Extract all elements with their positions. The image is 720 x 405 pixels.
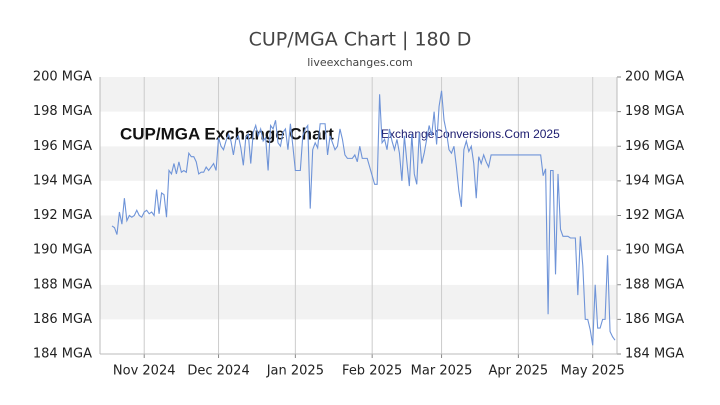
y-tick-label: 196 MGA: [33, 139, 92, 154]
watermark: CUP/MGA Exchange Chart: [120, 124, 334, 143]
grid-band: [100, 111, 617, 147]
y2-tick-label: 196 MGA: [625, 139, 684, 154]
grid-band: [100, 215, 617, 251]
x-tick-label: Nov 2024: [113, 364, 176, 379]
x-tick-label: Feb 2025: [342, 364, 402, 379]
chart-subtitle: liveexchanges.com: [307, 56, 412, 69]
y2-tick-label: 186 MGA: [625, 312, 684, 327]
y-tick-label: 184 MGA: [33, 347, 92, 362]
y-tick-label: 190 MGA: [33, 243, 92, 258]
x-tick-label: Dec 2024: [187, 364, 249, 379]
y2-tick-label: 184 MGA: [625, 347, 684, 362]
y2-tick-label: 200 MGA: [625, 70, 684, 85]
y2-tick-label: 198 MGA: [625, 104, 684, 119]
x-tick-label: Apr 2025: [489, 364, 549, 379]
y-tick-label: 198 MGA: [33, 104, 92, 119]
y2-tick-label: 190 MGA: [625, 243, 684, 258]
grid-band: [100, 319, 617, 354]
y-tick-label: 194 MGA: [33, 173, 92, 188]
y-tick-label: 186 MGA: [33, 312, 92, 327]
grid-band: [100, 180, 617, 216]
y-tick-label: 188 MGA: [33, 277, 92, 292]
chart-title: CUP/MGA Chart | 180 D: [249, 29, 472, 51]
y-tick-label: 192 MGA: [33, 208, 92, 223]
y2-tick-label: 194 MGA: [625, 173, 684, 188]
grid-band: [100, 77, 617, 112]
y2-tick-label: 188 MGA: [625, 277, 684, 292]
grid-band: [100, 284, 617, 320]
x-tick-label: Jan 2025: [266, 364, 324, 379]
watermark: ExchangeConversions.Com 2025: [381, 127, 560, 141]
y-tick-label: 200 MGA: [33, 70, 92, 85]
x-tick-label: May 2025: [561, 364, 625, 379]
grid-band: [100, 250, 617, 285]
y2-tick-label: 192 MGA: [625, 208, 684, 223]
line-series: [111, 90, 616, 346]
x-tick-label: Mar 2025: [411, 364, 473, 379]
